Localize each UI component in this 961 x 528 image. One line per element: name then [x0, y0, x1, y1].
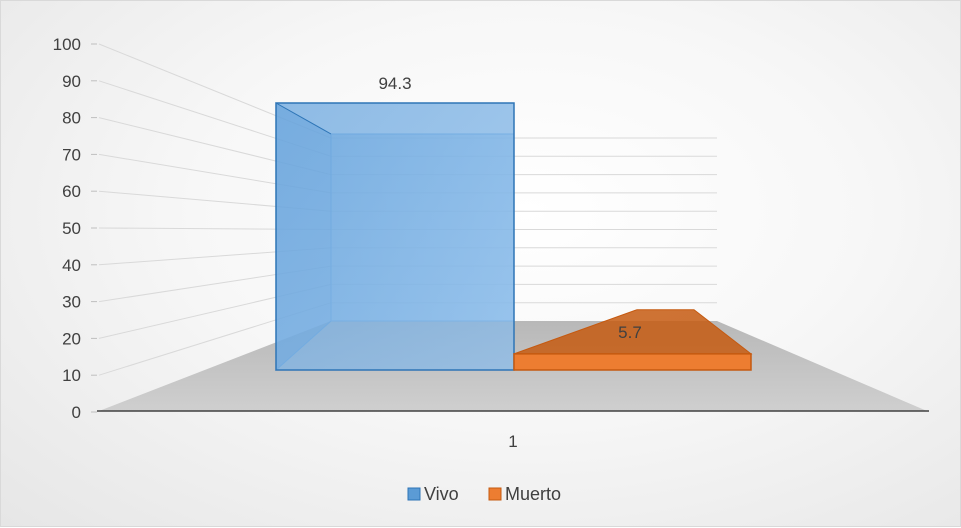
y-tick-label: 20	[62, 329, 81, 348]
data-labels: 94.3 5.7	[378, 74, 641, 342]
y-tick-label: 100	[53, 35, 81, 54]
bars	[275, 102, 753, 372]
legend-swatch-muerto	[488, 487, 502, 501]
y-tick-label: 40	[62, 256, 81, 275]
y-tick-label: 10	[62, 366, 81, 385]
data-label-muerto: 5.7	[618, 323, 642, 342]
legend-label-vivo: Vivo	[424, 484, 459, 504]
legend: Vivo Muerto	[407, 484, 561, 504]
y-tick-label: 30	[62, 293, 81, 312]
legend-swatch-vivo	[407, 487, 421, 501]
category-label: 1	[508, 432, 517, 451]
y-tick-label: 0	[72, 403, 81, 422]
y-tick-label: 80	[62, 109, 81, 128]
value-axis: 0 10 20 30 40 50 60 70 80 90 100 1	[53, 35, 929, 451]
legend-label-muerto: Muerto	[505, 484, 561, 504]
y-tick-label: 70	[62, 145, 81, 164]
bar-vivo-edge	[275, 102, 332, 135]
bar-muerto-front	[513, 353, 752, 371]
y-tick-label: 90	[62, 72, 81, 91]
y-tick-label: 50	[62, 219, 81, 238]
y-tick-label: 60	[62, 182, 81, 201]
data-label-vivo: 94.3	[378, 74, 411, 93]
bar-vivo-front	[275, 102, 515, 371]
